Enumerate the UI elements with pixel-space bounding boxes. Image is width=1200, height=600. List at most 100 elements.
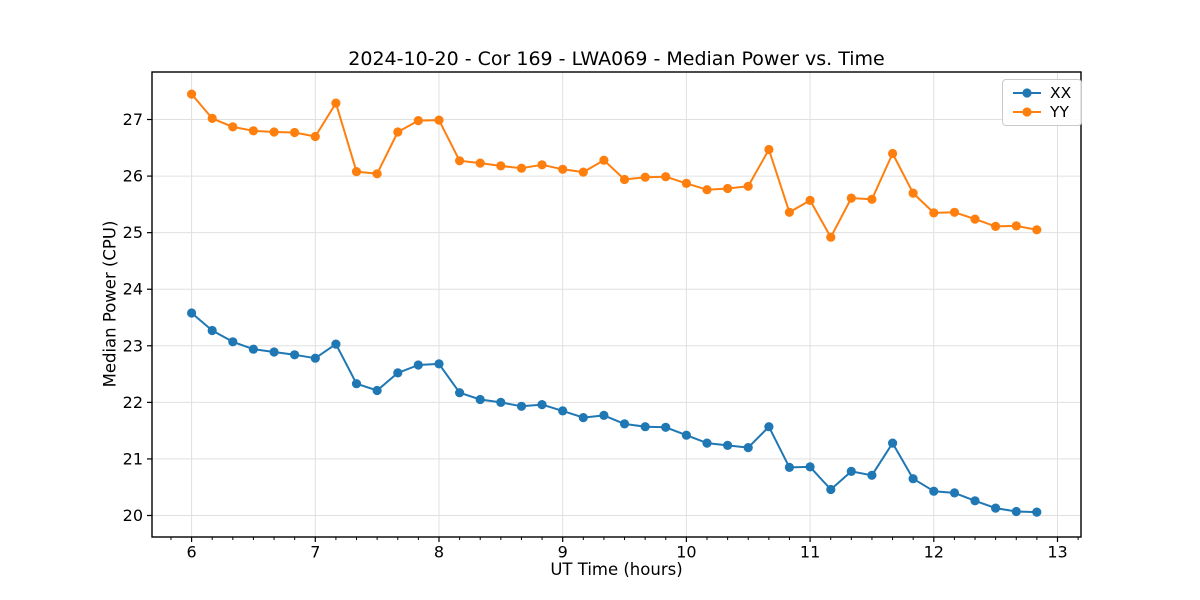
series-XX-marker: [434, 359, 444, 369]
series-YY-marker: [248, 126, 258, 136]
series-XX-marker: [207, 325, 217, 336]
legend-line-marker-xx-icon: [1013, 88, 1041, 98]
series-XX-marker: [970, 496, 980, 506]
series-YY-marker: [743, 181, 753, 191]
series-YY-marker: [702, 185, 712, 195]
series-XX-marker: [599, 410, 609, 420]
legend: XX YY: [1002, 79, 1083, 126]
series-XX-marker: [475, 394, 485, 405]
x-axis-label: UT Time (hours): [550, 560, 683, 579]
series-YY-marker: [537, 160, 547, 170]
series-XX-marker: [1011, 506, 1021, 517]
series-YY-marker: [764, 144, 774, 155]
series-XX-marker: [619, 419, 630, 429]
series-YY-marker: [661, 172, 671, 182]
x-tick-label: 8: [434, 543, 444, 562]
series-YY-marker: [949, 207, 960, 217]
series-XX-marker: [228, 337, 238, 347]
series-XX-marker: [640, 422, 650, 432]
series-YY-marker: [372, 169, 382, 179]
series-XX-marker: [805, 462, 815, 472]
series-XX-marker: [455, 388, 465, 398]
series-XX-marker: [888, 438, 898, 448]
x-tick-label: 10: [676, 543, 696, 562]
series-XX-marker: [331, 339, 341, 349]
series-XX-marker: [702, 438, 712, 448]
series-YY-marker: [991, 221, 1001, 231]
series-YY-marker: [929, 208, 939, 218]
series-YY-marker: [290, 127, 300, 138]
x-tick-label: 12: [924, 543, 944, 562]
series-YY-marker: [1011, 221, 1021, 231]
series-YY-marker: [846, 193, 856, 203]
legend-line-marker-yy-icon: [1013, 107, 1041, 117]
series-XX-marker: [516, 401, 527, 411]
series-XX-marker: [187, 308, 197, 318]
series-XX-marker: [393, 368, 403, 378]
x-tick-label: 11: [800, 543, 820, 562]
y-tick-label: 26: [123, 167, 143, 186]
series-YY-marker: [393, 127, 403, 137]
y-axis-label: Median Power (CPU): [100, 220, 120, 388]
series-YY-marker: [331, 98, 341, 108]
series-YY-marker: [908, 188, 918, 198]
series-YY-marker: [434, 115, 444, 125]
series-XX-marker: [723, 440, 733, 450]
series-YY-marker: [187, 89, 197, 99]
series-YY-marker: [681, 178, 692, 188]
series-XX-marker: [372, 385, 382, 396]
series-YY-marker: [228, 122, 238, 132]
series-YY-marker: [351, 167, 362, 177]
series-XX-marker: [290, 350, 300, 360]
series-XX-marker: [681, 430, 692, 440]
series-YY-marker: [475, 158, 485, 168]
series-XX-marker: [248, 344, 258, 354]
series-YY-marker: [723, 183, 733, 194]
series-YY-marker: [207, 113, 217, 123]
x-tick-label: 7: [310, 543, 320, 562]
series-YY-marker: [413, 116, 423, 126]
series-XX-marker: [558, 406, 568, 416]
legend-entry-yy: YY: [1011, 104, 1071, 120]
series-XX-marker: [764, 422, 774, 432]
series-XX-marker: [1032, 507, 1042, 517]
x-tick-label: 6: [186, 543, 196, 562]
series-XX-marker: [269, 347, 279, 357]
series-XX-marker: [351, 379, 362, 389]
series-XX-marker: [537, 400, 547, 410]
series-YY-marker: [269, 127, 279, 137]
y-tick-label: 22: [123, 393, 143, 412]
series-XX-marker: [991, 503, 1001, 513]
series-YY-marker: [599, 155, 609, 165]
y-tick-label: 21: [123, 449, 143, 468]
series-YY-marker: [578, 167, 588, 177]
series-YY-marker: [1032, 225, 1042, 235]
series-XX-marker: [826, 484, 836, 495]
series-XX-marker: [784, 462, 795, 472]
chart-title: 2024-10-20 - Cor 169 - LWA069 - Median P…: [348, 48, 885, 70]
series-XX-marker: [743, 443, 753, 453]
series-XX-marker: [867, 470, 877, 480]
plot-border: [151, 71, 1082, 538]
series-XX-marker: [310, 353, 320, 363]
x-tick-label: 9: [558, 543, 568, 562]
series-YY-marker: [784, 207, 795, 217]
series-XX-marker: [908, 474, 918, 484]
series-YY-marker: [970, 214, 980, 224]
series-YY-marker: [640, 172, 650, 182]
series-YY-marker: [826, 232, 836, 242]
y-tick-label: 25: [123, 223, 143, 242]
legend-entry-xx: XX: [1011, 85, 1071, 101]
series-YY-marker: [558, 164, 568, 174]
series-YY-marker: [888, 148, 898, 159]
x-tick-label: 13: [1047, 543, 1067, 562]
series-XX-marker: [496, 397, 506, 407]
series-YY-marker: [867, 194, 877, 204]
series-XX-marker: [578, 413, 588, 423]
y-tick-label: 23: [123, 336, 143, 355]
series-XX-marker: [413, 360, 423, 370]
series-YY-line: [190, 93, 1037, 239]
y-tick-label: 24: [123, 280, 143, 299]
